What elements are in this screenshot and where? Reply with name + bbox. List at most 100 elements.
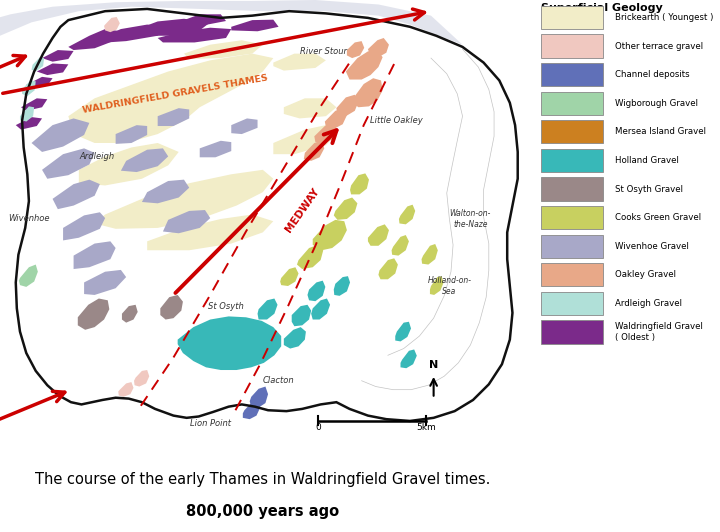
Polygon shape (68, 54, 274, 143)
Text: 0: 0 (315, 423, 321, 432)
Polygon shape (346, 50, 382, 80)
Polygon shape (122, 305, 138, 322)
Polygon shape (32, 119, 89, 152)
Polygon shape (297, 245, 323, 269)
FancyBboxPatch shape (541, 120, 603, 144)
Polygon shape (161, 295, 183, 320)
Polygon shape (284, 98, 336, 119)
FancyBboxPatch shape (541, 92, 603, 115)
Polygon shape (184, 40, 263, 59)
Polygon shape (243, 401, 260, 419)
Text: St Osyth: St Osyth (208, 302, 244, 311)
Polygon shape (199, 141, 231, 157)
Polygon shape (347, 41, 364, 58)
Text: Mersea Island Gravel: Mersea Island Gravel (615, 127, 706, 136)
Polygon shape (311, 298, 330, 320)
Text: Lion Point: Lion Point (190, 419, 230, 428)
Polygon shape (280, 267, 299, 286)
Text: River Stour: River Stour (300, 47, 347, 56)
Polygon shape (336, 95, 359, 116)
Polygon shape (274, 125, 336, 154)
Polygon shape (274, 54, 326, 71)
Text: 800,000 years ago: 800,000 years ago (186, 504, 339, 519)
Polygon shape (292, 305, 311, 326)
Polygon shape (258, 298, 277, 320)
Polygon shape (16, 9, 518, 421)
Polygon shape (19, 264, 38, 287)
Polygon shape (395, 322, 411, 342)
Polygon shape (27, 77, 53, 88)
FancyBboxPatch shape (541, 63, 603, 86)
FancyBboxPatch shape (541, 6, 603, 29)
Polygon shape (158, 108, 189, 126)
Polygon shape (368, 225, 389, 246)
Text: Holland Gravel: Holland Gravel (615, 156, 679, 165)
FancyBboxPatch shape (541, 263, 603, 286)
Polygon shape (94, 170, 274, 229)
Polygon shape (121, 148, 168, 172)
Polygon shape (250, 387, 268, 408)
FancyBboxPatch shape (541, 149, 603, 172)
Polygon shape (42, 148, 94, 179)
FancyBboxPatch shape (541, 235, 603, 258)
Text: Wigborough Gravel: Wigborough Gravel (615, 99, 698, 107)
Polygon shape (20, 106, 34, 121)
Polygon shape (350, 173, 369, 194)
Polygon shape (16, 117, 42, 130)
Polygon shape (63, 212, 105, 240)
Polygon shape (134, 370, 149, 387)
Polygon shape (0, 0, 462, 80)
Polygon shape (368, 38, 389, 57)
FancyBboxPatch shape (541, 206, 603, 229)
Polygon shape (21, 98, 48, 111)
Polygon shape (118, 382, 133, 397)
Polygon shape (142, 180, 189, 203)
Polygon shape (315, 123, 336, 144)
FancyBboxPatch shape (541, 177, 603, 201)
Polygon shape (352, 78, 382, 107)
Polygon shape (334, 197, 357, 220)
Text: Cooks Green Gravel: Cooks Green Gravel (615, 213, 701, 222)
Polygon shape (104, 17, 120, 32)
Polygon shape (147, 214, 274, 250)
Polygon shape (68, 29, 121, 50)
Polygon shape (178, 317, 282, 370)
Polygon shape (399, 205, 415, 225)
Text: Channel deposits: Channel deposits (615, 70, 690, 79)
Polygon shape (73, 242, 116, 269)
Text: Wivenhoe Gravel: Wivenhoe Gravel (615, 242, 689, 251)
Polygon shape (42, 50, 73, 62)
Polygon shape (158, 28, 231, 43)
FancyBboxPatch shape (541, 35, 603, 57)
Polygon shape (37, 63, 68, 75)
Polygon shape (79, 143, 179, 186)
Text: Wivenhoe: Wivenhoe (8, 214, 50, 223)
Text: St Osyth Gravel: St Osyth Gravel (615, 185, 683, 194)
Polygon shape (325, 108, 347, 129)
Polygon shape (116, 125, 147, 144)
Polygon shape (84, 270, 126, 295)
Polygon shape (400, 350, 417, 368)
Text: Waldringfield Gravel
( Oldest ): Waldringfield Gravel ( Oldest ) (615, 322, 703, 342)
Polygon shape (312, 220, 347, 250)
Text: MEDWAY: MEDWAY (284, 186, 321, 234)
Text: N: N (429, 360, 438, 370)
Polygon shape (94, 24, 168, 43)
Text: Little Oakley: Little Oakley (371, 116, 423, 125)
Polygon shape (231, 119, 258, 134)
Polygon shape (307, 281, 325, 301)
Text: Ardleigh: Ardleigh (80, 152, 114, 161)
Polygon shape (392, 235, 409, 255)
Polygon shape (430, 276, 444, 295)
Polygon shape (421, 244, 438, 264)
Text: WALDRINGFIELD GRAVELS THAMES: WALDRINGFIELD GRAVELS THAMES (81, 73, 269, 114)
Polygon shape (334, 276, 350, 296)
Text: Ardleigh Gravel: Ardleigh Gravel (615, 299, 682, 308)
Text: Other terrace gravel: Other terrace gravel (615, 41, 703, 51)
FancyBboxPatch shape (541, 320, 603, 344)
Text: Brickearth ( Youngest ): Brickearth ( Youngest ) (615, 13, 714, 22)
Polygon shape (22, 80, 36, 96)
Text: Clacton: Clacton (263, 376, 294, 385)
Polygon shape (53, 180, 100, 209)
Polygon shape (284, 327, 306, 348)
